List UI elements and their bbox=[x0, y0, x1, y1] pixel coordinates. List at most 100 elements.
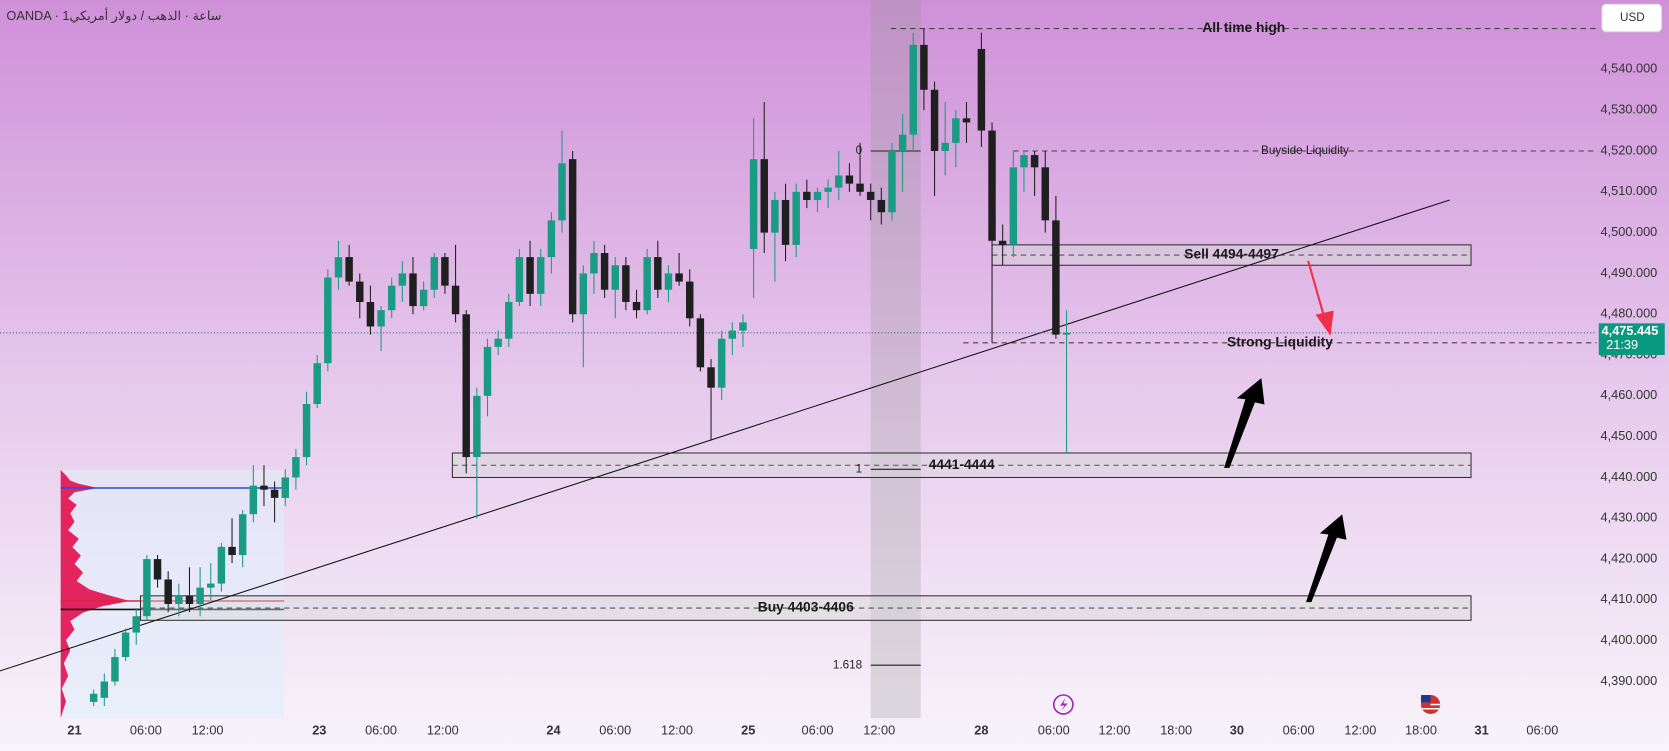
candle-body bbox=[1062, 332, 1071, 335]
candle-body bbox=[441, 257, 449, 286]
x-tick-label: 12:00 bbox=[192, 722, 224, 737]
candle-body bbox=[675, 273, 683, 282]
candle-body bbox=[824, 187, 832, 192]
y-tick-label: 4,520.000 bbox=[1600, 142, 1657, 157]
x-tick-label: 30 bbox=[1230, 722, 1244, 737]
candle-body bbox=[792, 191, 800, 245]
candle-body bbox=[164, 579, 172, 604]
candle-body bbox=[611, 265, 619, 290]
candle-body bbox=[568, 159, 577, 315]
symbol-title: OANDA · 1ساعة · الذهب / دولار أمريكي bbox=[6, 7, 221, 24]
candle-body bbox=[877, 199, 886, 213]
y-tick-label: 4,530.000 bbox=[1600, 102, 1657, 117]
candle-body bbox=[866, 191, 875, 200]
y-tick-label: 4,430.000 bbox=[1600, 510, 1657, 525]
candle-body bbox=[228, 546, 236, 556]
candle-body bbox=[249, 485, 258, 515]
candle-body bbox=[377, 310, 385, 327]
arrow-down-shaft bbox=[1307, 260, 1326, 318]
candle-body bbox=[515, 257, 524, 302]
x-tick-label: 06:00 bbox=[1526, 722, 1558, 737]
y-tick-label: 4,390.000 bbox=[1600, 673, 1657, 688]
candle-body bbox=[707, 367, 715, 388]
last-price-label: 4,475.445 bbox=[1602, 323, 1659, 338]
candle-body bbox=[430, 257, 439, 290]
x-tick-label: 12:00 bbox=[1098, 722, 1130, 737]
candle-body bbox=[547, 220, 556, 258]
x-tick-label: 28 bbox=[974, 722, 988, 737]
candle-body bbox=[888, 150, 896, 213]
candle-body bbox=[728, 330, 737, 339]
x-tick-label: 12:00 bbox=[863, 722, 895, 737]
candle-body bbox=[717, 338, 726, 388]
candle-body bbox=[920, 44, 928, 90]
candle-body bbox=[813, 191, 822, 200]
zone-label: Sell 4494-4497 bbox=[1184, 247, 1279, 262]
candle-body bbox=[451, 285, 460, 315]
candle-body bbox=[270, 489, 279, 498]
zone bbox=[451, 452, 1472, 479]
candle-body bbox=[988, 130, 996, 241]
candle-body bbox=[654, 257, 662, 290]
candle-body bbox=[536, 257, 545, 294]
candle-body bbox=[121, 632, 130, 658]
event-icon[interactable] bbox=[1052, 694, 1074, 715]
candle-body bbox=[281, 477, 289, 498]
candle-body bbox=[781, 199, 790, 245]
candle-body bbox=[998, 240, 1007, 245]
candle-body bbox=[473, 395, 481, 458]
currency-label: USD bbox=[1620, 11, 1645, 24]
candle-body bbox=[930, 89, 939, 151]
candle-body bbox=[845, 175, 854, 184]
fib-label: 0 bbox=[856, 144, 863, 157]
candle-body bbox=[686, 281, 694, 319]
candle-body bbox=[909, 44, 917, 135]
plot: Sell 4494-4497 4441-4444 Buy 4403-4406 All … bbox=[0, 0, 1665, 737]
candle-body bbox=[590, 253, 598, 274]
x-tick-label: 24 bbox=[546, 722, 560, 737]
candle-body bbox=[856, 183, 864, 192]
candle-body bbox=[345, 257, 353, 282]
candle-body bbox=[356, 281, 364, 302]
candle-body bbox=[292, 457, 300, 478]
candle-body bbox=[185, 595, 194, 604]
zone-label: Buy 4403-4406 bbox=[758, 600, 854, 615]
candle-body bbox=[579, 273, 588, 315]
currency-button[interactable] bbox=[1601, 3, 1663, 33]
x-tick-label: 23 bbox=[312, 722, 326, 737]
candle-body bbox=[153, 559, 162, 580]
y-tick-label: 4,450.000 bbox=[1600, 428, 1657, 443]
y-tick-label: 4,400.000 bbox=[1600, 632, 1657, 647]
level-label: All time high bbox=[1202, 20, 1285, 35]
x-tick-label: 18:00 bbox=[1160, 722, 1192, 737]
x-tick-label: 12:00 bbox=[1344, 722, 1376, 737]
candle-body bbox=[664, 273, 673, 290]
x-tick-label: 06:00 bbox=[599, 722, 631, 737]
x-tick-label: 06:00 bbox=[130, 722, 162, 737]
candle-body bbox=[196, 587, 204, 604]
candle-body bbox=[558, 163, 566, 221]
candle-body bbox=[334, 257, 343, 278]
level-label: Strong Liquidity bbox=[1227, 334, 1333, 349]
candle-body bbox=[143, 559, 151, 617]
candle-body bbox=[600, 253, 609, 290]
level-label: Buyside Liquidity bbox=[1261, 144, 1349, 157]
last-price-badge bbox=[1598, 323, 1665, 356]
candle-body bbox=[622, 265, 630, 302]
arrow-up bbox=[1306, 514, 1347, 603]
x-tick-label: 25 bbox=[741, 722, 755, 737]
candle-body bbox=[1052, 220, 1060, 335]
candle-body bbox=[483, 346, 492, 396]
x-tick-label: 06:00 bbox=[801, 722, 833, 737]
x-tick-label: 18:00 bbox=[1405, 722, 1437, 737]
candle-body bbox=[1030, 155, 1039, 168]
candle-body bbox=[526, 257, 534, 294]
candle-body bbox=[1009, 167, 1018, 245]
candle-body bbox=[962, 118, 971, 123]
x-tick-label: 06:00 bbox=[1283, 722, 1315, 737]
fib-label: 1 bbox=[856, 462, 863, 475]
y-tick-label: 4,410.000 bbox=[1600, 591, 1657, 606]
candle-body bbox=[977, 48, 986, 131]
y-tick-label: 4,420.000 bbox=[1600, 550, 1657, 565]
